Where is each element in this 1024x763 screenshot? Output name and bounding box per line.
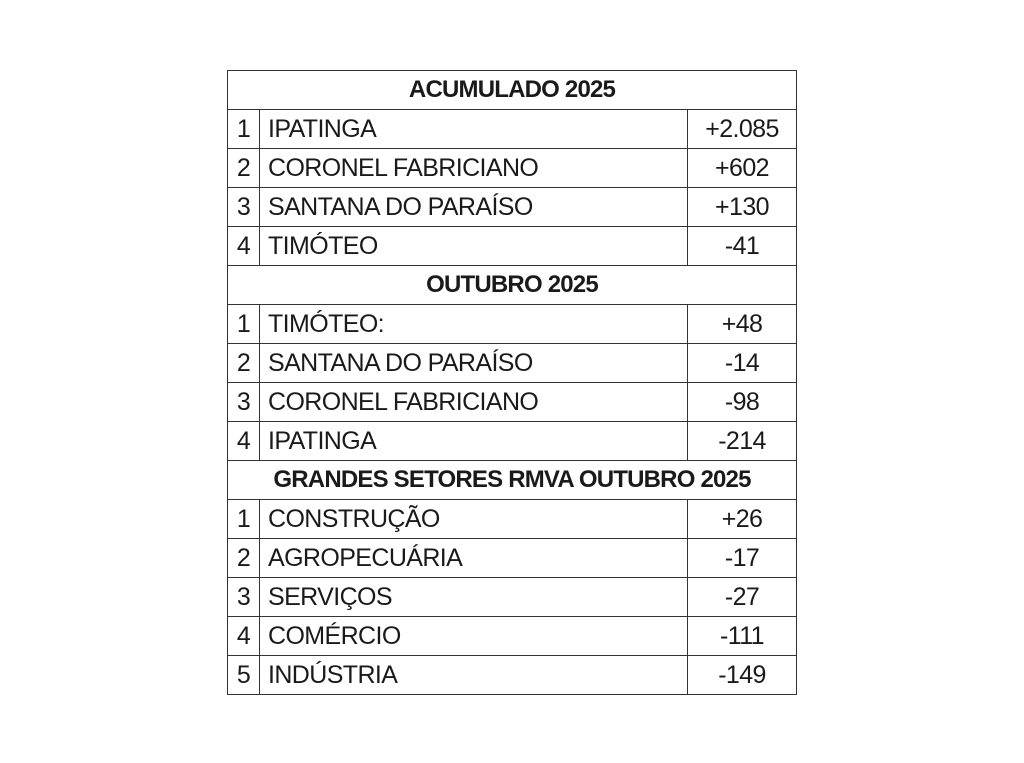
data-row: 2 AGROPECUÁRIA -17 — [227, 538, 798, 578]
section-header-row: ACUMULADO 2025 — [226, 70, 798, 110]
data-row: 5 INDÚSTRIA -149 — [227, 655, 798, 695]
name: SERVIÇOS — [259, 577, 688, 617]
rank: 5 — [227, 655, 260, 695]
name: SANTANA DO PARAÍSO — [259, 187, 688, 227]
value: -27 — [686, 577, 798, 617]
section-title: OUTUBRO 2025 — [226, 265, 798, 305]
section-title: GRANDES SETORES RMVA OUTUBRO 2025 — [226, 460, 798, 500]
ranking-table: ACUMULADO 2025 1 IPATINGA +2.085 2 CORONEL FA… — [226, 70, 798, 695]
rank: 3 — [227, 577, 260, 617]
data-row: 1 IPATINGA +2.085 — [227, 109, 798, 149]
name: INDÚSTRIA — [259, 655, 688, 695]
name: SANTANA DO PARAÍSO — [259, 343, 688, 383]
data-row: 2 CORONEL FABRICIANO +602 — [227, 148, 798, 188]
value: -41 — [686, 226, 798, 266]
rank: 1 — [227, 499, 260, 539]
rank: 4 — [227, 616, 260, 656]
rank: 3 — [227, 187, 260, 227]
rank: 4 — [227, 226, 260, 266]
data-row: 1 TIMÓTEO: +48 — [227, 304, 798, 344]
data-row: 2 SANTANA DO PARAÍSO -14 — [227, 343, 798, 383]
section-title: ACUMULADO 2025 — [226, 70, 798, 110]
value: +26 — [686, 499, 798, 539]
rank: 2 — [227, 538, 260, 578]
rank: 1 — [227, 109, 260, 149]
data-row: 1 CONSTRUÇÃO +26 — [227, 499, 798, 539]
value: +130 — [686, 187, 798, 227]
value: -149 — [686, 655, 798, 695]
table-body: ACUMULADO 2025 1 IPATINGA +2.085 2 CORONEL FA… — [226, 70, 798, 695]
rank: 2 — [227, 148, 260, 188]
name: CORONEL FABRICIANO — [259, 382, 688, 422]
rank: 4 — [227, 421, 260, 461]
name: AGROPECUÁRIA — [259, 538, 688, 578]
value: +602 — [686, 148, 798, 188]
name: CORONEL FABRICIANO — [259, 148, 688, 188]
data-row: 3 SERVIÇOS -27 — [227, 577, 798, 617]
data-row: 3 CORONEL FABRICIANO -98 — [227, 382, 798, 422]
data-row: 4 TIMÓTEO -41 — [227, 226, 798, 266]
rank: 1 — [227, 304, 260, 344]
name: COMÉRCIO — [259, 616, 688, 656]
name: CONSTRUÇÃO — [259, 499, 688, 539]
value: -14 — [686, 343, 798, 383]
value: -214 — [686, 421, 798, 461]
data-row: 4 COMÉRCIO -111 — [227, 616, 798, 656]
value: -111 — [686, 616, 798, 656]
value: -98 — [686, 382, 798, 422]
section-header-row: GRANDES SETORES RMVA OUTUBRO 2025 — [226, 460, 798, 500]
name: IPATINGA — [259, 421, 688, 461]
value: -17 — [686, 538, 798, 578]
data-row: 4 IPATINGA -214 — [227, 421, 798, 461]
value: +2.085 — [686, 109, 798, 149]
name: TIMÓTEO — [259, 226, 688, 266]
name: IPATINGA — [259, 109, 688, 149]
rank: 3 — [227, 382, 260, 422]
rank: 2 — [227, 343, 260, 383]
data-row: 3 SANTANA DO PARAÍSO +130 — [227, 187, 798, 227]
value: +48 — [686, 304, 798, 344]
name: TIMÓTEO: — [259, 304, 688, 344]
section-header-row: OUTUBRO 2025 — [226, 265, 798, 305]
